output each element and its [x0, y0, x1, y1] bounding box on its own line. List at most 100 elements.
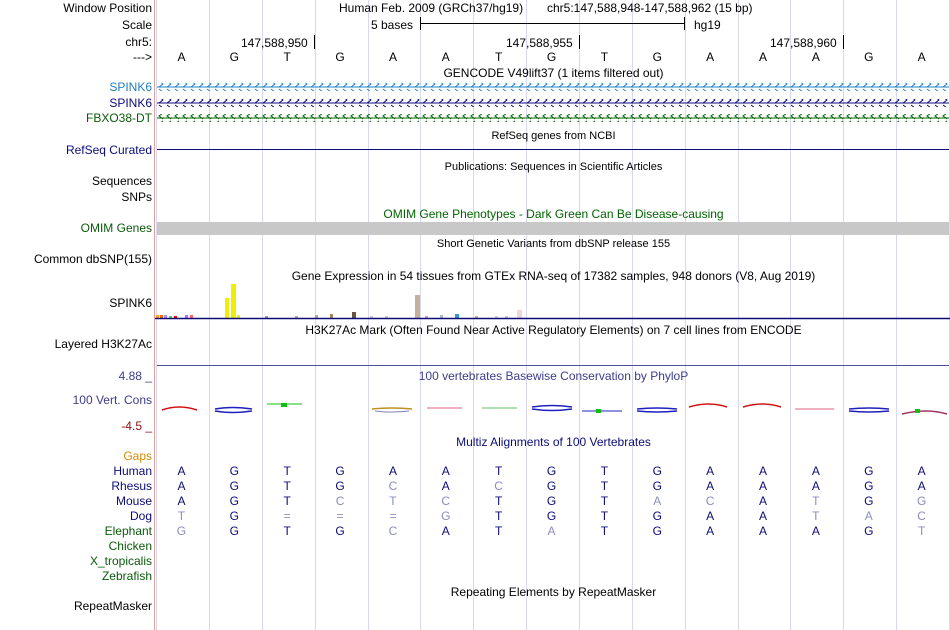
alignment-base: A — [441, 464, 450, 478]
alignment-base: A — [653, 494, 662, 508]
alignment-base: G — [229, 464, 239, 478]
alignment-base: G — [176, 524, 187, 538]
alignment-base: G — [546, 479, 557, 493]
alignment-base: T — [600, 509, 609, 523]
coordinate-tick — [314, 35, 315, 49]
alignment-base: G — [229, 494, 239, 508]
alignment-base: A — [759, 464, 768, 478]
track-label-vert-cons[interactable]: 100 Vert. Cons — [72, 393, 152, 407]
alignment-base: A — [177, 479, 186, 493]
conservation-max-label: 4.88 _ — [118, 369, 152, 383]
alignment-base: A — [177, 494, 186, 508]
alignment-base: G — [916, 494, 927, 508]
alignment-base: G — [546, 509, 557, 523]
track-label-spink6-a[interactable]: SPINK6 — [109, 80, 152, 94]
alignment-base: C — [494, 479, 503, 493]
dna-base: T — [283, 50, 291, 64]
gencode-gene-arrows[interactable] — [157, 80, 949, 128]
alignment-base: A — [706, 509, 715, 523]
alignment-base: C — [335, 494, 345, 508]
track-title-gencode: GENCODE V49lift37 (1 items filtered out) — [443, 66, 664, 80]
track-label-sequences[interactable]: Sequences — [91, 174, 152, 188]
alignment-base: T — [494, 494, 503, 508]
alignment-base: G — [441, 509, 451, 523]
track-label-omim-genes[interactable]: OMIM Genes — [80, 221, 152, 235]
track-label-spink6-b[interactable]: SPINK6 — [109, 96, 152, 110]
track-title-dbsnp: Short Genetic Variants from dbSNP releas… — [436, 238, 671, 250]
alignment-base: G — [229, 509, 239, 523]
scale-label: Scale — [121, 18, 152, 32]
track-label-refseq-curated[interactable]: RefSeq Curated — [65, 143, 152, 157]
track-label-fbxo38-dt[interactable]: FBXO38-DT — [85, 111, 152, 125]
track-label-snps[interactable]: SNPs — [121, 190, 152, 204]
alignment-base: T — [283, 479, 291, 493]
alignment-base: A — [706, 524, 715, 538]
species-label[interactable]: Rhesus — [111, 479, 152, 493]
alignment-base: A — [759, 494, 768, 508]
dna-base: A — [706, 50, 715, 64]
alignment-base: = — [336, 509, 344, 523]
alignment-base: A — [917, 479, 926, 493]
alignment-base: A — [759, 509, 768, 523]
omim-phenotype-bar[interactable] — [157, 222, 949, 235]
dna-base: A — [177, 50, 186, 64]
species-label[interactable]: Human — [113, 464, 152, 478]
track-title-omim: OMIM Gene Phenotypes - Dark Green Can Be… — [383, 207, 724, 221]
alignment-base: C — [917, 509, 926, 523]
alignment-base: A — [811, 479, 820, 493]
dna-base: G — [864, 50, 874, 64]
dna-base: A — [759, 50, 768, 64]
scale-bar — [420, 23, 684, 24]
alignment-base: T — [600, 479, 609, 493]
dna-base: G — [652, 50, 662, 64]
position-readout: chr5:147,588,948-147,588,962 (15 bp) — [547, 1, 753, 15]
alignment-base: T — [283, 524, 291, 538]
conservation-min-label: -4.5 _ — [121, 419, 152, 433]
track-label-spink6-gtex[interactable]: SPINK6 — [109, 296, 152, 310]
alignment-base: A — [706, 479, 715, 493]
alignment-base: G — [335, 464, 345, 478]
scale-bar-label: 5 bases — [371, 18, 414, 32]
refseq-gene-line[interactable] — [157, 149, 949, 150]
alignment-base: A — [441, 524, 450, 538]
track-label-layered-h3k27ac[interactable]: Layered H3K27Ac — [54, 337, 152, 351]
alignment-base: C — [388, 524, 398, 538]
coordinate-tick — [843, 35, 844, 49]
gtex-expression-bars[interactable] — [155, 282, 950, 320]
assembly-title: Human Feb. 2009 (GRCh37/hg19) — [339, 1, 524, 15]
coordinate-tick — [579, 35, 580, 49]
dna-base: A — [388, 50, 397, 64]
alignment-base: A — [759, 479, 768, 493]
alignment-base: T — [812, 509, 820, 523]
dna-base: G — [546, 50, 557, 64]
species-label[interactable]: Elephant — [104, 524, 152, 538]
track-label-common-dbsnp[interactable]: Common dbSNP(155) — [33, 252, 152, 266]
alignment-base: G — [546, 494, 557, 508]
alignment-base: T — [600, 464, 609, 478]
alignment-base: = — [283, 509, 291, 523]
alignment-base: T — [600, 494, 609, 508]
phylop-conservation-plot[interactable] — [157, 398, 949, 420]
track-title-publications: Publications: Sequences in Scientific Ar… — [444, 161, 663, 173]
dna-base: T — [494, 50, 503, 64]
track-label-repeatmasker[interactable]: RepeatMasker — [73, 599, 152, 613]
track-title-phylop: 100 vertebrates Basewise Conservation by… — [418, 369, 689, 383]
alignment-base: A — [388, 464, 397, 478]
alignment-base: G — [652, 479, 662, 493]
dna-base: G — [335, 50, 345, 64]
species-label[interactable]: Mouse — [115, 494, 152, 508]
alignment-base: A — [706, 464, 715, 478]
species-label[interactable]: Chicken — [108, 539, 152, 553]
alignment-base: G — [864, 479, 874, 493]
alignment-base: G — [652, 464, 662, 478]
coordinate-tick-label: 147,588,950 — [241, 36, 308, 50]
track-label-gaps[interactable]: Gaps — [123, 449, 152, 463]
alignment-base: C — [388, 479, 398, 493]
alignment-base: A — [441, 479, 450, 493]
species-label[interactable]: X_tropicalis — [89, 554, 152, 568]
alignment-base: G — [229, 524, 239, 538]
alignment-base: T — [283, 494, 291, 508]
track-title-multiz: Multiz Alignments of 100 Vertebrates — [456, 435, 651, 449]
species-label[interactable]: Zebrafish — [101, 569, 152, 583]
species-label[interactable]: Dog — [129, 509, 152, 523]
